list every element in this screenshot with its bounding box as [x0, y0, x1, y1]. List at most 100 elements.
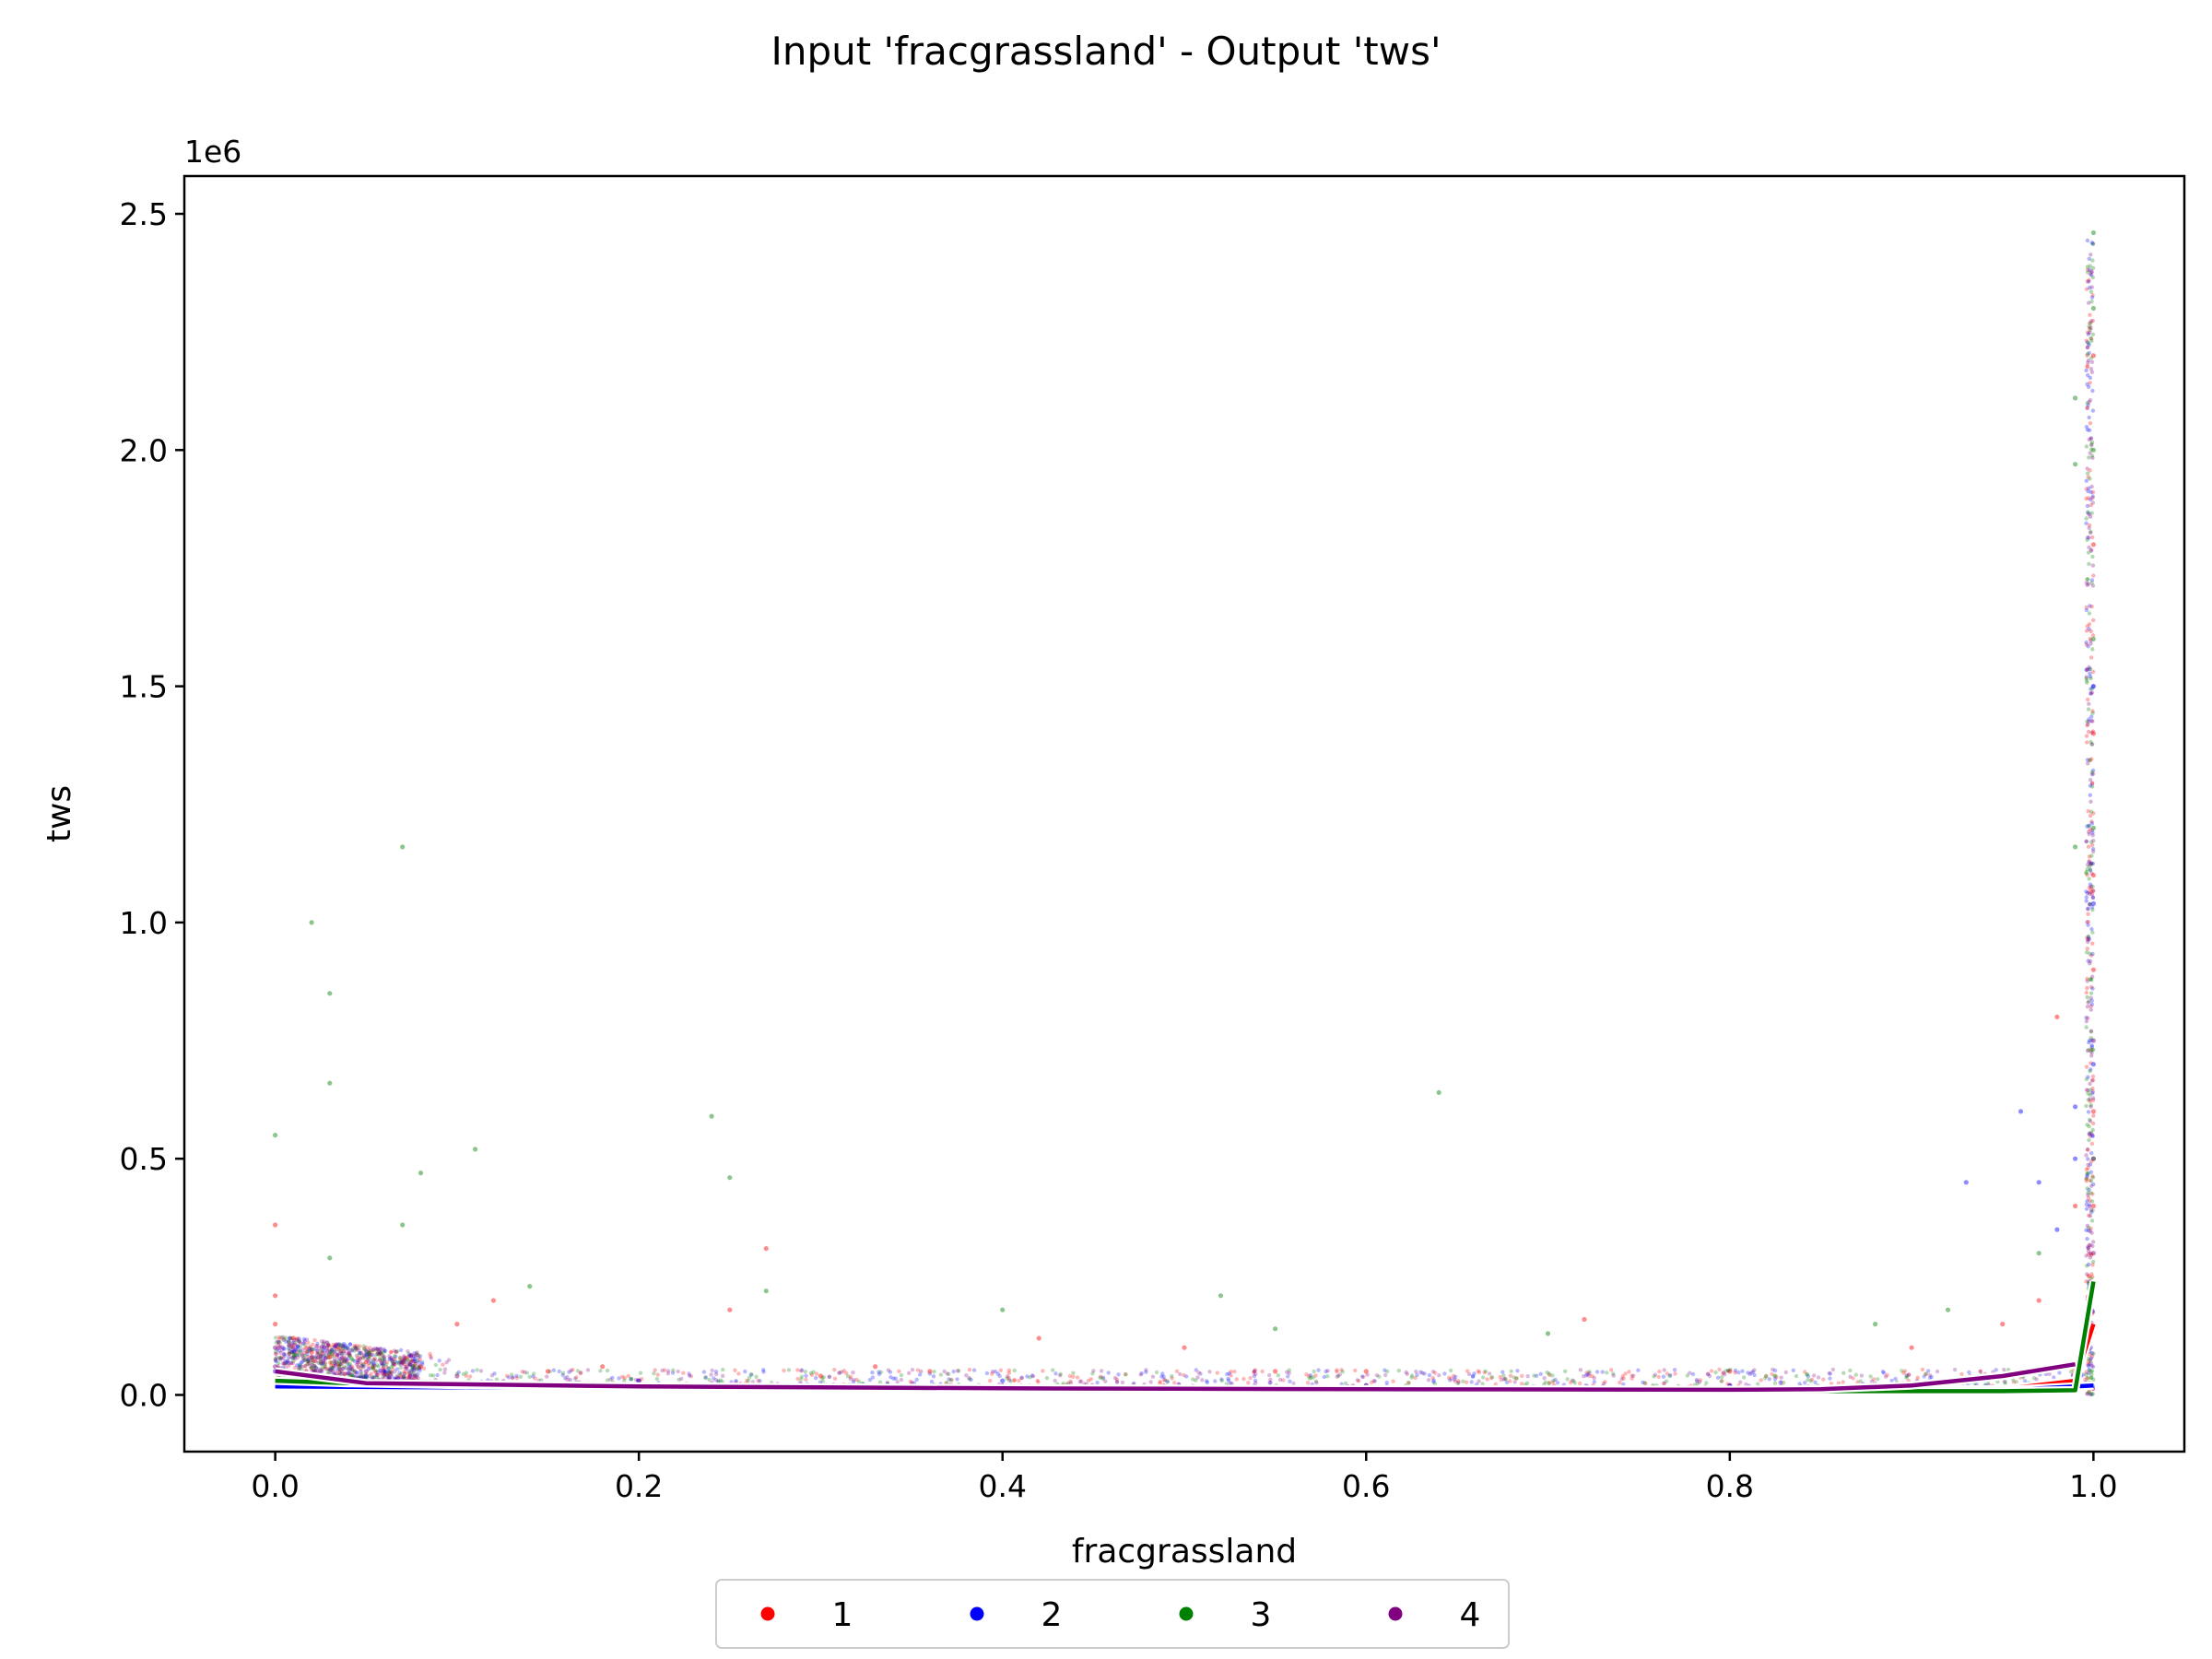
scatter-point [1219, 1377, 1224, 1382]
scatter-point [1161, 1374, 1166, 1379]
scatter-point [721, 1367, 725, 1372]
scatter-point [402, 1370, 406, 1374]
scatter-point [1578, 1368, 1583, 1372]
scatter-point [1120, 1380, 1125, 1385]
scatter-point [1904, 1375, 1909, 1380]
scatter-point [329, 1360, 334, 1366]
scatter-point [347, 1364, 352, 1370]
scatter-point [2087, 860, 2091, 865]
scatter-point [1406, 1381, 1411, 1385]
scatter-point [328, 1351, 333, 1356]
scatter-point [346, 1371, 351, 1376]
scatter-point [2086, 1246, 2091, 1251]
legend-marker [1179, 1606, 1194, 1621]
scatter-point [743, 1369, 747, 1374]
scatter-point [803, 1370, 807, 1374]
scatter-point [2084, 424, 2089, 429]
scatter-point [877, 1380, 883, 1384]
scatter-point [2090, 1156, 2096, 1161]
scatter-point [1762, 1376, 1768, 1381]
scatter-point [1028, 1375, 1032, 1380]
scatter-point [312, 1356, 318, 1360]
scatter-point [2090, 318, 2095, 324]
scatter-point [342, 1364, 347, 1370]
scatter-point [1068, 1381, 1074, 1385]
scatter-point [736, 1371, 741, 1376]
scatter-point [2088, 655, 2094, 660]
scatter-point [1377, 1374, 1382, 1379]
scatter-point [372, 1364, 377, 1369]
scatter-point [2087, 823, 2091, 829]
scatter-point [1404, 1370, 1408, 1375]
scatter-point [358, 1356, 363, 1361]
scatter-point [403, 1358, 407, 1362]
scatter-point [295, 1363, 300, 1368]
scatter-point [877, 1371, 882, 1377]
scatter-point [327, 1348, 332, 1353]
scatter-point [2088, 887, 2093, 891]
scatter-point [2089, 978, 2094, 982]
scatter-point [1308, 1373, 1313, 1378]
scatter-point [569, 1368, 573, 1373]
scatter-point [2089, 781, 2095, 785]
scatter-point [373, 1370, 379, 1374]
scatter-point [1806, 1378, 1810, 1382]
scatter-point [2090, 408, 2096, 413]
scatter-point [964, 1373, 969, 1378]
scatter-point [2088, 1159, 2094, 1164]
scatter-point [319, 1344, 324, 1349]
scatter-point [1005, 1376, 1009, 1381]
scatter-point [380, 1366, 385, 1371]
scatter-point [339, 1351, 344, 1357]
scatter-point [368, 1354, 372, 1359]
scatter-point [2084, 1167, 2089, 1172]
scatter-point [818, 1373, 824, 1379]
scatter-point [2089, 861, 2094, 866]
scatter-point [701, 1370, 707, 1374]
scatter-point [340, 1351, 345, 1356]
scatter-point [300, 1359, 305, 1364]
scatter-point [1456, 1380, 1461, 1385]
scatter-point [353, 1346, 359, 1350]
scatter-point [2088, 451, 2092, 455]
scatter-point [409, 1359, 414, 1364]
scatter-point [1816, 1375, 1821, 1380]
scatter-point [1749, 1371, 1754, 1375]
scatter-point [405, 1358, 409, 1362]
scatter-point [1200, 1378, 1205, 1382]
scatter-point [312, 1355, 317, 1359]
x-tick-label: 0.2 [615, 1468, 663, 1504]
scatter-point [292, 1352, 297, 1358]
scatter-point [2090, 1091, 2095, 1096]
scatter-point [2086, 935, 2091, 940]
scatter-point [2088, 1358, 2093, 1362]
scatter-point [2088, 961, 2092, 966]
scatter-point [750, 1380, 755, 1384]
scatter-point [2073, 395, 2078, 401]
scatter-point [1144, 1370, 1148, 1374]
scatter-point [2085, 947, 2089, 951]
scatter-point [2089, 690, 2095, 695]
scatter-point [325, 1340, 330, 1345]
scatter-point [1170, 1373, 1174, 1379]
scatter-point [1132, 1381, 1136, 1386]
scatter-point [291, 1349, 297, 1354]
scatter-point [1213, 1379, 1218, 1383]
scatter-point [1335, 1373, 1341, 1379]
scatter-point [1664, 1379, 1669, 1383]
scatter-point [282, 1347, 287, 1351]
scatter-point [1642, 1381, 1647, 1385]
scatter-point [292, 1355, 298, 1359]
scatter-point [1139, 1371, 1144, 1376]
legend-marker [1388, 1606, 1403, 1621]
scatter-point [353, 1346, 358, 1350]
scatter-point [1545, 1331, 1551, 1336]
scatter-point [338, 1367, 343, 1371]
scatter-point [1006, 1371, 1012, 1375]
scatter-point [323, 1364, 327, 1370]
scatter-point [274, 1340, 278, 1345]
scatter-point [1471, 1374, 1476, 1379]
scatter-point [2088, 1097, 2092, 1101]
scatter-point [310, 1358, 314, 1363]
scatter-point [375, 1351, 381, 1356]
